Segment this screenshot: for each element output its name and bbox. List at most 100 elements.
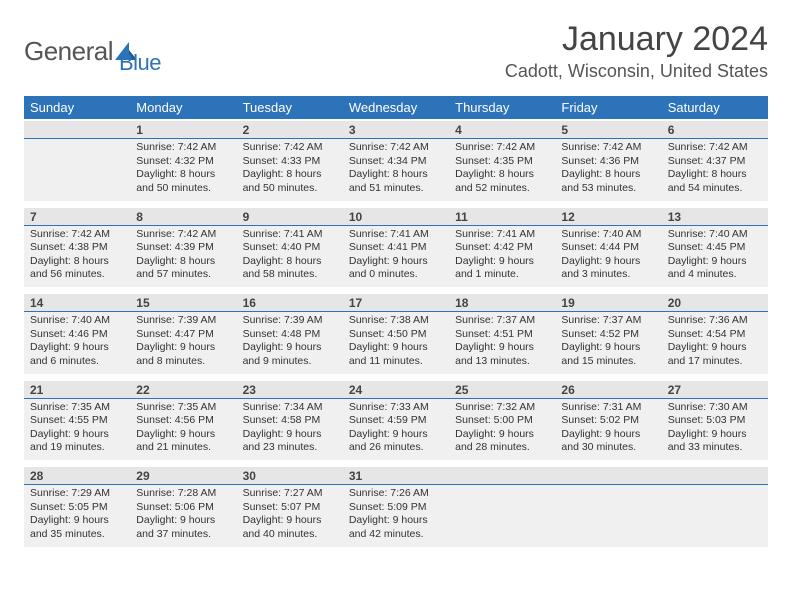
day-content-cell: Sunrise: 7:42 AM Sunset: 4:37 PM Dayligh…: [662, 139, 768, 201]
day-number-cell: [24, 120, 130, 139]
day-number: 4: [449, 121, 555, 138]
day-number-cell: 29: [130, 466, 236, 485]
weekday-header-row: Sunday Monday Tuesday Wednesday Thursday…: [24, 96, 768, 120]
day-text: Sunrise: 7:31 AM Sunset: 5:02 PM Dayligh…: [555, 399, 661, 460]
day-number: 6: [662, 121, 768, 138]
day-number-cell: 10: [343, 207, 449, 226]
day-number: 25: [449, 381, 555, 398]
day-number-cell: 18: [449, 293, 555, 312]
day-content-cell: Sunrise: 7:42 AM Sunset: 4:34 PM Dayligh…: [343, 139, 449, 201]
day-number: 9: [237, 208, 343, 225]
day-content-cell: [555, 485, 661, 547]
day-content-cell: Sunrise: 7:41 AM Sunset: 4:41 PM Dayligh…: [343, 225, 449, 287]
day-content-cell: Sunrise: 7:42 AM Sunset: 4:39 PM Dayligh…: [130, 225, 236, 287]
day-number-cell: 5: [555, 120, 661, 139]
day-text: Sunrise: 7:41 AM Sunset: 4:41 PM Dayligh…: [343, 226, 449, 287]
day-number-cell: 2: [237, 120, 343, 139]
header: General Blue January 2024 Cadott, Wiscon…: [24, 20, 768, 82]
day-number-cell: 20: [662, 293, 768, 312]
day-text: Sunrise: 7:30 AM Sunset: 5:03 PM Dayligh…: [662, 399, 768, 460]
day-number: 28: [24, 467, 130, 484]
day-number-cell: 19: [555, 293, 661, 312]
day-number-cell: 25: [449, 380, 555, 399]
day-content-cell: Sunrise: 7:42 AM Sunset: 4:38 PM Dayligh…: [24, 225, 130, 287]
day-text: Sunrise: 7:33 AM Sunset: 4:59 PM Dayligh…: [343, 399, 449, 460]
day-number-cell: [449, 466, 555, 485]
day-content-cell: Sunrise: 7:34 AM Sunset: 4:58 PM Dayligh…: [237, 398, 343, 460]
day-number: 3: [343, 121, 449, 138]
weekday-header: Sunday: [24, 96, 130, 120]
day-number: 19: [555, 294, 661, 311]
day-text: Sunrise: 7:40 AM Sunset: 4:45 PM Dayligh…: [662, 226, 768, 287]
day-text: Sunrise: 7:39 AM Sunset: 4:47 PM Dayligh…: [130, 312, 236, 373]
day-number-cell: [662, 466, 768, 485]
day-number-cell: 1: [130, 120, 236, 139]
day-content-cell: Sunrise: 7:37 AM Sunset: 4:51 PM Dayligh…: [449, 312, 555, 374]
day-content-cell: Sunrise: 7:32 AM Sunset: 5:00 PM Dayligh…: [449, 398, 555, 460]
day-number: 8: [130, 208, 236, 225]
day-number-cell: 28: [24, 466, 130, 485]
weekday-header: Friday: [555, 96, 661, 120]
week-content-row: Sunrise: 7:42 AM Sunset: 4:38 PM Dayligh…: [24, 225, 768, 287]
week-daynum-row: 78910111213: [24, 207, 768, 226]
day-content-cell: Sunrise: 7:41 AM Sunset: 4:42 PM Dayligh…: [449, 225, 555, 287]
day-content-cell: Sunrise: 7:36 AM Sunset: 4:54 PM Dayligh…: [662, 312, 768, 374]
day-number-cell: 3: [343, 120, 449, 139]
day-number-cell: 16: [237, 293, 343, 312]
day-number-cell: 12: [555, 207, 661, 226]
day-number-cell: [555, 466, 661, 485]
day-content-cell: Sunrise: 7:27 AM Sunset: 5:07 PM Dayligh…: [237, 485, 343, 547]
day-content-cell: Sunrise: 7:38 AM Sunset: 4:50 PM Dayligh…: [343, 312, 449, 374]
day-text: Sunrise: 7:37 AM Sunset: 4:51 PM Dayligh…: [449, 312, 555, 373]
day-text: Sunrise: 7:26 AM Sunset: 5:09 PM Dayligh…: [343, 485, 449, 546]
day-content-cell: Sunrise: 7:31 AM Sunset: 5:02 PM Dayligh…: [555, 398, 661, 460]
day-number-cell: 26: [555, 380, 661, 399]
day-text: Sunrise: 7:35 AM Sunset: 4:55 PM Dayligh…: [24, 399, 130, 460]
weekday-header: Saturday: [662, 96, 768, 120]
weekday-header: Wednesday: [343, 96, 449, 120]
day-content-cell: Sunrise: 7:26 AM Sunset: 5:09 PM Dayligh…: [343, 485, 449, 547]
day-number: 18: [449, 294, 555, 311]
logo: General Blue: [24, 26, 161, 76]
day-number: 14: [24, 294, 130, 311]
day-text: Sunrise: 7:36 AM Sunset: 4:54 PM Dayligh…: [662, 312, 768, 373]
week-content-row: Sunrise: 7:35 AM Sunset: 4:55 PM Dayligh…: [24, 398, 768, 460]
day-content-cell: [662, 485, 768, 547]
day-number-cell: 31: [343, 466, 449, 485]
day-number: 13: [662, 208, 768, 225]
day-number-cell: 24: [343, 380, 449, 399]
day-text: [449, 485, 555, 491]
day-number-cell: 15: [130, 293, 236, 312]
week-content-row: Sunrise: 7:42 AM Sunset: 4:32 PM Dayligh…: [24, 139, 768, 201]
location: Cadott, Wisconsin, United States: [505, 61, 768, 82]
day-number: [449, 467, 555, 470]
day-content-cell: Sunrise: 7:39 AM Sunset: 4:48 PM Dayligh…: [237, 312, 343, 374]
day-text: [24, 139, 130, 145]
title-block: January 2024 Cadott, Wisconsin, United S…: [505, 20, 768, 82]
day-text: Sunrise: 7:39 AM Sunset: 4:48 PM Dayligh…: [237, 312, 343, 373]
day-number: 27: [662, 381, 768, 398]
day-number: 12: [555, 208, 661, 225]
day-number-cell: 27: [662, 380, 768, 399]
day-content-cell: [449, 485, 555, 547]
day-number: 16: [237, 294, 343, 311]
day-number: 7: [24, 208, 130, 225]
day-number-cell: 23: [237, 380, 343, 399]
day-text: Sunrise: 7:35 AM Sunset: 4:56 PM Dayligh…: [130, 399, 236, 460]
day-number-cell: 4: [449, 120, 555, 139]
day-content-cell: Sunrise: 7:42 AM Sunset: 4:32 PM Dayligh…: [130, 139, 236, 201]
weekday-header: Monday: [130, 96, 236, 120]
day-number: [662, 467, 768, 470]
day-number: 21: [24, 381, 130, 398]
day-number-cell: 8: [130, 207, 236, 226]
day-text: Sunrise: 7:42 AM Sunset: 4:38 PM Dayligh…: [24, 226, 130, 287]
day-text: Sunrise: 7:34 AM Sunset: 4:58 PM Dayligh…: [237, 399, 343, 460]
day-text: Sunrise: 7:40 AM Sunset: 4:44 PM Dayligh…: [555, 226, 661, 287]
day-content-cell: Sunrise: 7:28 AM Sunset: 5:06 PM Dayligh…: [130, 485, 236, 547]
week-daynum-row: 14151617181920: [24, 293, 768, 312]
day-number: 5: [555, 121, 661, 138]
day-text: Sunrise: 7:42 AM Sunset: 4:34 PM Dayligh…: [343, 139, 449, 200]
weekday-header: Tuesday: [237, 96, 343, 120]
day-content-cell: [24, 139, 130, 201]
day-text: Sunrise: 7:27 AM Sunset: 5:07 PM Dayligh…: [237, 485, 343, 546]
